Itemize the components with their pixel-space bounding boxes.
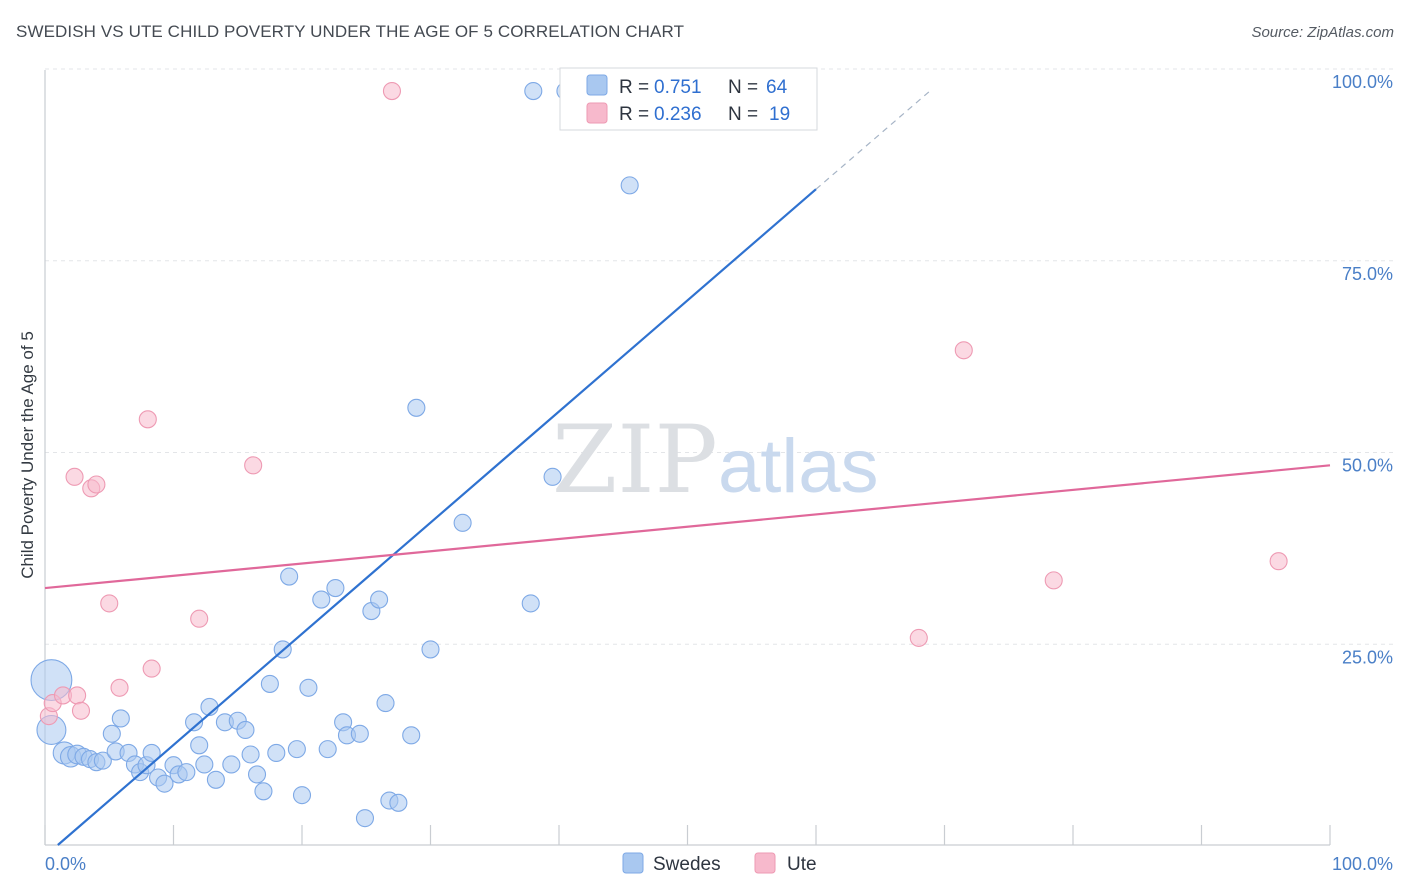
point-ute-12 (190, 609, 209, 628)
point-ute-14 (382, 81, 402, 101)
point-ute-8 (100, 594, 119, 613)
trend-line-swedes (57, 188, 817, 846)
point-swedes-28 (222, 755, 241, 774)
trend-line-ute (44, 464, 1331, 590)
point-ute-4 (68, 686, 87, 705)
point-swedes-56 (453, 513, 472, 532)
point-ute-7 (87, 475, 106, 494)
point-ute-3 (65, 467, 84, 486)
point-swedes-58 (524, 81, 543, 101)
legend-r-value-swedes: 0.751 (654, 77, 702, 98)
legend-swatch-swedes (586, 74, 608, 96)
point-swedes-49 (370, 590, 389, 609)
point-swedes-54 (407, 398, 426, 417)
series-legend: Swedes Ute (622, 852, 817, 875)
point-ute-13 (244, 456, 263, 475)
point-swedes-31 (241, 745, 260, 764)
point-swedes-18 (155, 774, 174, 793)
point-swedes-16 (142, 743, 161, 763)
point-swedes-26 (206, 770, 225, 789)
point-swedes-10 (102, 724, 121, 743)
x-tick-label-max: 100.0% (1332, 854, 1393, 874)
point-swedes-53 (402, 726, 421, 745)
x-axis-ticks (44, 825, 1331, 845)
point-swedes-59 (543, 467, 562, 486)
legend-r-value-ute: 0.236 (654, 104, 702, 125)
point-ute-18 (1269, 552, 1288, 571)
point-swedes-55 (421, 640, 440, 659)
correlation-legend: R = 0.751 N = 64 R = 0.236 N = 19 (559, 67, 818, 131)
point-swedes-33 (254, 782, 273, 801)
point-swedes-23 (190, 736, 209, 755)
point-ute-9 (110, 678, 129, 697)
chart-title: SWEDISH VS UTE CHILD POVERTY UNDER THE A… (16, 22, 685, 41)
point-swedes-11 (111, 709, 130, 728)
point-swedes-21 (177, 763, 196, 782)
watermark: ZIP atlas (552, 406, 879, 515)
point-swedes-34 (260, 674, 279, 693)
legend-r-label-swedes: R = (619, 77, 649, 98)
point-swedes-30 (236, 720, 255, 740)
point-swedes-38 (287, 740, 306, 759)
y-tick-label-75: 75.0% (1342, 264, 1393, 284)
source-label: Source: ZipAtlas.com (1251, 24, 1394, 41)
point-ute-16 (954, 341, 973, 360)
legend-n-label-ute: N = (728, 104, 758, 125)
point-ute-15 (909, 628, 928, 647)
point-swedes-39 (292, 786, 312, 805)
bottom-legend-label-ute: Ute (787, 854, 817, 875)
point-swedes-8 (93, 751, 112, 770)
trend-extension-swedes (815, 89, 933, 190)
trend-lines (44, 89, 1331, 846)
y-tick-label-100: 100.0% (1332, 72, 1393, 92)
point-swedes-43 (326, 579, 345, 598)
point-swedes-62 (620, 176, 639, 195)
y-tick-labels: 25.0% 50.0% 75.0% 100.0% (1332, 72, 1393, 667)
point-swedes-57 (521, 594, 540, 613)
grid-lines (45, 68, 1395, 645)
point-swedes-37 (280, 567, 299, 586)
point-ute-11 (142, 659, 161, 678)
bottom-legend-swatch-swedes (622, 852, 644, 874)
watermark-zip: ZIP (552, 406, 718, 515)
point-ute-5 (71, 701, 91, 720)
point-swedes-22 (185, 713, 204, 732)
point-swedes-24 (195, 755, 214, 774)
point-swedes-41 (312, 590, 331, 609)
legend-swatch-ute (586, 102, 608, 124)
legend-n-value-ute: 19 (769, 104, 790, 125)
legend-n-value-swedes: 64 (766, 77, 788, 98)
point-swedes-52 (389, 793, 408, 812)
y-axis-label: Child Poverty Under the Age of 5 (18, 331, 37, 579)
point-swedes-32 (247, 765, 267, 784)
point-swedes-42 (318, 740, 337, 759)
bottom-legend-label-swedes: Swedes (653, 854, 721, 875)
y-tick-label-50: 50.0% (1342, 456, 1393, 476)
point-swedes-47 (355, 809, 375, 828)
x-tick-label-min: 0.0% (45, 854, 86, 874)
point-ute-10 (138, 410, 157, 429)
watermark-atlas: atlas (718, 424, 879, 509)
data-points (30, 81, 1288, 828)
point-ute-17 (1044, 571, 1063, 590)
point-swedes-50 (376, 694, 395, 713)
y-tick-label-25: 25.0% (1342, 647, 1393, 667)
bottom-legend-swatch-ute (754, 852, 776, 874)
point-swedes-35 (267, 743, 286, 763)
legend-n-label-swedes: N = (728, 77, 758, 98)
point-swedes-40 (299, 678, 318, 697)
legend-r-label-ute: R = (619, 104, 649, 125)
point-swedes-46 (350, 724, 369, 743)
